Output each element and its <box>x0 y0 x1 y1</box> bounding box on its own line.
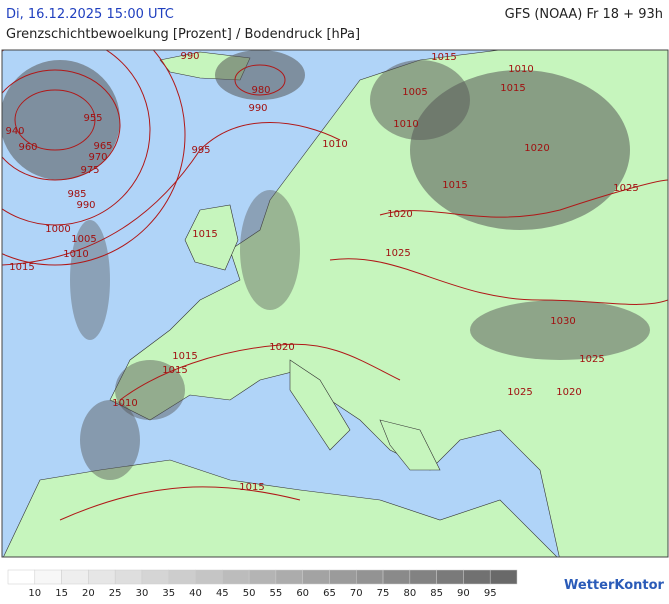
isobar-label: 980 <box>251 85 270 96</box>
isobar-label: 1020 <box>556 387 581 398</box>
map <box>1 49 669 558</box>
legend-label: 25 <box>109 588 122 599</box>
legend-label: 60 <box>296 588 309 599</box>
isobar-label: 1025 <box>613 183 638 194</box>
isobar-label: 1015 <box>500 83 525 94</box>
isobar-label: 990 <box>248 103 267 114</box>
legend-label: 45 <box>216 588 229 599</box>
isobar-label: 975 <box>80 165 99 176</box>
legend-label: 40 <box>189 588 202 599</box>
legend-swatch <box>114 569 143 585</box>
legend-swatch <box>275 569 303 585</box>
legend-swatch <box>88 569 116 585</box>
legend-label: 10 <box>28 588 41 599</box>
isobar-label: 1025 <box>579 354 604 365</box>
legend-label: 15 <box>55 588 68 599</box>
isobar-label: 1005 <box>71 234 96 245</box>
legend-swatch <box>382 569 411 585</box>
isobar-label: 1010 <box>322 139 347 150</box>
legend-label: 90 <box>457 588 470 599</box>
legend-swatch <box>222 569 250 585</box>
isobar-label: 995 <box>191 145 210 156</box>
isobar-label: 1010 <box>508 64 533 75</box>
legend-swatch <box>34 569 62 585</box>
legend-swatch <box>168 569 196 585</box>
isobar-label: 1030 <box>550 316 575 327</box>
isobar-label: 1010 <box>112 398 137 409</box>
legend-swatch <box>436 569 464 585</box>
legend-label: 50 <box>243 588 256 599</box>
legend-label: 95 <box>484 588 497 599</box>
legend: 10 15 20 25 30 35 40 45 50 55 60 65 70 75 80 85 90 95 <box>7 569 518 599</box>
clouds <box>2 50 650 480</box>
legend-label: 35 <box>162 588 175 599</box>
legend-label: 75 <box>377 588 390 599</box>
isobar-label: 970 <box>88 152 107 163</box>
isobar-label: 1025 <box>385 248 410 259</box>
isobar-label: 1020 <box>387 209 412 220</box>
legend-label: 70 <box>350 588 363 599</box>
legend-swatch <box>329 569 357 585</box>
legend-swatch <box>356 569 384 585</box>
legend-swatch <box>463 569 491 585</box>
legend-swatch <box>409 569 437 585</box>
isobar-label: 1000 <box>45 224 70 235</box>
legend-swatch <box>195 569 223 585</box>
isobar-label: 1020 <box>269 342 294 353</box>
isobar-label: 1015 <box>431 52 456 63</box>
isobar-label: 990 <box>180 51 199 62</box>
legend-label: 65 <box>323 588 336 599</box>
legend-swatch <box>7 569 36 585</box>
isobar-label: 955 <box>83 113 102 124</box>
isobar-label: 1010 <box>63 249 88 260</box>
legend-swatch <box>61 569 89 585</box>
legend-label: 80 <box>403 588 416 599</box>
isobar-label: 1015 <box>162 365 187 376</box>
legend-swatch <box>489 569 518 585</box>
logo: WetterKontor <box>564 578 665 593</box>
isobar-label: 1015 <box>9 262 34 273</box>
map-frame <box>1 49 669 558</box>
isobar-label: 1005 <box>402 87 427 98</box>
subtitle: Grenzschichtbewoelkung [Prozent] / Boden… <box>6 27 360 42</box>
isobar-label: 960 <box>18 142 37 153</box>
legend-label: 30 <box>136 588 149 599</box>
isobar-label: 990 <box>76 200 95 211</box>
isobar-label: 1010 <box>393 119 418 130</box>
isobar-label: 1015 <box>239 482 264 493</box>
legend-label: 85 <box>430 588 443 599</box>
legend-label: 55 <box>270 588 283 599</box>
legend-swatch <box>302 569 330 585</box>
isobar-label: 1015 <box>172 351 197 362</box>
datetime: Di, 16.12.2025 15:00 UTC <box>6 7 174 22</box>
legend-swatch <box>248 569 277 585</box>
isobar-label: 1025 <box>507 387 532 398</box>
legend-swatch <box>141 569 169 585</box>
isobar-label: 1020 <box>524 143 549 154</box>
isobar-label: 1015 <box>442 180 467 191</box>
isobar-label: 940 <box>5 126 24 137</box>
isobar-label: 985 <box>67 189 86 200</box>
isobars <box>2 50 668 521</box>
legend-label: 20 <box>82 588 95 599</box>
isobar-label: 965 <box>93 141 112 152</box>
isobar-label: 1015 <box>192 229 217 240</box>
model-run: GFS (NOAA) Fr 18 + 93h <box>505 7 663 22</box>
